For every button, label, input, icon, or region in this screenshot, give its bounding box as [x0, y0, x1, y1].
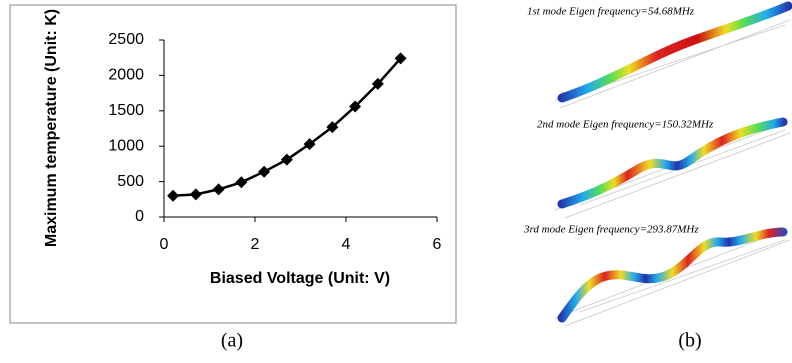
beam: [562, 6, 788, 98]
y-tick-label: 0: [135, 208, 144, 225]
x-axis-label: Biased Voltage (Unit: V): [210, 270, 390, 287]
beam: [562, 122, 783, 204]
x-tick-label: 2: [251, 236, 260, 253]
y-tick-label: 1000: [108, 137, 144, 154]
x-tick-label: 6: [433, 236, 442, 253]
y-axis-label: Maximum temperature (Unit: K): [43, 9, 60, 247]
guide: [555, 125, 790, 218]
mode-label: 2nd mode Eigen frequency=150.32MHz: [537, 119, 714, 131]
y-tick-label: 2000: [108, 67, 144, 84]
panel-label: (a): [221, 330, 243, 352]
mode-label: 1st mode Eigen frequency=54.68MHz: [527, 6, 695, 18]
mode-images: [555, 6, 790, 326]
y-tick-label: 500: [117, 173, 144, 190]
panel-label: (b): [678, 330, 701, 352]
y-tick-label: 2500: [108, 31, 144, 48]
figure: 0 500 1000 1500 2000 2500 0 2 4 6 Biased Voltage …: [0, 0, 792, 358]
guide: [555, 10, 790, 108]
mode-label: 3rd mode Eigen frequency=293.87MHz: [523, 224, 699, 236]
x-tick-label: 4: [342, 236, 351, 253]
x-tick-label: 0: [160, 236, 169, 253]
beam: [562, 232, 783, 318]
y-tick-label: 1500: [108, 102, 144, 119]
